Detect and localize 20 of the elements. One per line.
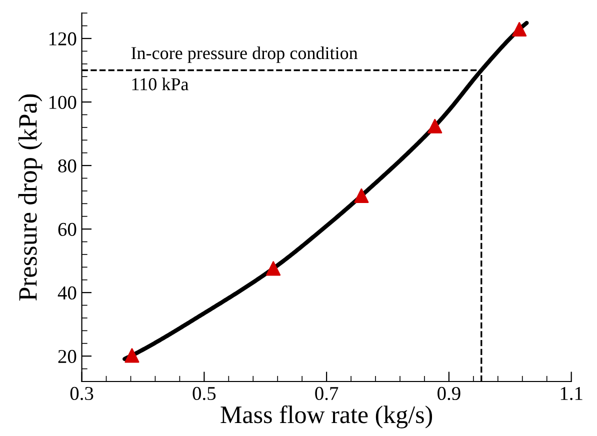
- y-tick-label: 20: [58, 350, 76, 364]
- y-axis-title: Pressure drop (kPa): [18, 94, 42, 301]
- x-tick-label: 0.5: [192, 386, 216, 400]
- x-tick-label: 1.1: [560, 387, 582, 400]
- x-tick-label: 0.3: [70, 386, 94, 400]
- y-tick-label: 80: [58, 159, 76, 172]
- point: [266, 261, 281, 276]
- y-tick-label: 120: [49, 32, 76, 46]
- x-axis-title: Mass flow rate (kg/s): [220, 405, 432, 428]
- annotation: 110 kPa: [132, 78, 188, 90]
- x-tick-label: 0.9: [438, 386, 460, 400]
- point: [512, 22, 527, 37]
- point: [354, 188, 369, 203]
- x-tick-label: 0.7: [315, 386, 338, 400]
- ref-line-label: In-core pressure drop condition: [131, 46, 358, 63]
- point: [428, 118, 442, 134]
- y-tick-label: 100: [49, 96, 76, 109]
- y-tick-label: 40: [58, 286, 76, 300]
- point: [124, 348, 140, 363]
- y-tick-label: 60: [58, 222, 76, 236]
